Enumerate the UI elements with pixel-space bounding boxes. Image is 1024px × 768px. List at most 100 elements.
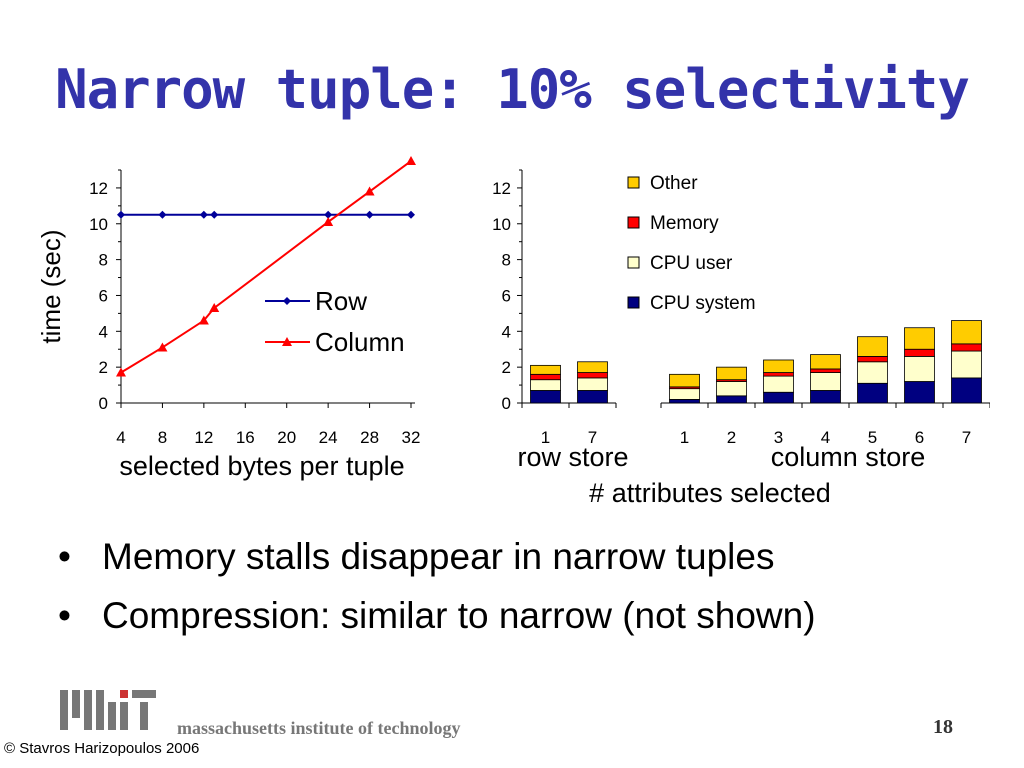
data-point [407,210,415,219]
bar-segment [577,377,608,391]
x-tick-label: 7 [588,428,597,447]
y-tick-label: 10 [492,215,511,234]
y-axis-label: time (sec) [36,229,66,343]
data-point [323,216,334,226]
bar-segment [857,382,888,404]
data-point [324,210,333,219]
data-point [198,315,209,325]
bar-segment [951,343,982,352]
bar-segment [716,381,747,397]
x-tick-label: 7 [962,428,971,447]
y-tick-label: 2 [99,358,108,377]
legend-swatch [627,176,640,189]
data-point [209,303,220,313]
legend-swatch [627,296,640,309]
x-tick-label: 24 [319,428,338,447]
x-tick-label: 6 [915,428,924,447]
x-tick-label: 4 [116,428,125,447]
bar-segment [577,361,608,373]
bar-segment [669,373,700,388]
bullet-item: • Compression: similar to narrow (not sh… [58,597,816,634]
bar-segment [810,390,841,404]
bar-segment [857,355,888,363]
data-point [158,210,167,219]
data-point [117,210,125,219]
bar-segment [763,375,794,393]
x-tick-label: 5 [868,428,877,447]
footer-institution: massachusetts institute of technology [177,718,461,738]
data-point [157,342,168,352]
group-label: column store [771,442,926,472]
bar-segment [904,355,935,382]
x-tick-label: 1 [680,428,689,447]
bar-segment [763,391,794,404]
slide-title: Narrow tuple: 10% selectivity [55,58,970,121]
page-number: 18 [933,716,953,738]
legend-swatch [627,216,640,229]
y-tick-label: 6 [502,286,511,305]
legend-marker [282,337,292,346]
bullet-icon: • [58,595,71,636]
data-point [210,210,219,219]
bar-segment [530,379,561,391]
legend-marker [283,297,291,305]
bullet-item: • Memory stalls disappear in narrow tupl… [58,538,816,575]
y-tick-label: 8 [502,251,511,270]
y-tick-label: 8 [99,251,108,270]
x-axis-label: selected bytes per tuple [119,451,404,481]
bar-segment [857,336,888,357]
y-tick-label: 2 [502,358,511,377]
y-tick-label: 0 [502,394,511,413]
data-point [364,186,375,196]
x-tick-label: 4 [821,428,830,447]
group-label: row store [517,442,628,472]
x-tick-label: 12 [194,428,213,447]
bullet-icon: • [58,536,71,577]
data-point [116,367,126,377]
bar-segment [530,364,561,375]
x-tick-label: 28 [360,428,379,447]
data-point [199,210,208,219]
bar-segment [810,372,841,391]
y-tick-label: 4 [502,322,511,341]
bar-segment [716,395,747,404]
bar-segment [669,388,700,400]
legend-label: Column [315,327,405,357]
x-tick-label: 1 [541,428,550,447]
x-tick-label: 8 [158,428,167,447]
y-tick-label: 4 [99,322,108,341]
data-point [365,210,374,219]
bullet-list: • Memory stalls disappear in narrow tupl… [58,538,816,656]
y-tick-label: 10 [89,215,108,234]
bar-segment [951,350,982,379]
copyright-notice: © Stavros Harizopoulos 2006 [4,740,200,757]
bar-segment [810,368,841,373]
legend-label: Other [650,173,698,194]
x-tick-label: 2 [727,428,736,447]
y-tick-label: 0 [99,394,108,413]
mit-logo [60,690,156,730]
bar-segment [904,327,935,350]
bar-segment [577,390,608,404]
y-tick-label: 12 [492,179,511,198]
bar-segment [951,377,982,404]
bullet-text: Compression: similar to narrow (not show… [102,595,816,636]
bar-segment [904,381,935,404]
bar-segment [857,361,888,384]
x-tick-label: 32 [402,428,421,447]
bar-segment [904,348,935,357]
bullet-text: Memory stalls disappear in narrow tuples [102,536,775,577]
legend-label: CPU user [650,253,733,274]
x-tick-label: 20 [277,428,296,447]
bar-segment [577,372,608,379]
bar-segment [951,320,982,345]
data-point [406,156,416,166]
legend-label: Row [315,286,367,316]
y-tick-label: 12 [89,179,108,198]
bar-segment [716,366,747,381]
x-axis-label: # attributes selected [589,478,831,508]
bar-segment [810,354,841,370]
bar-segment [763,359,794,373]
